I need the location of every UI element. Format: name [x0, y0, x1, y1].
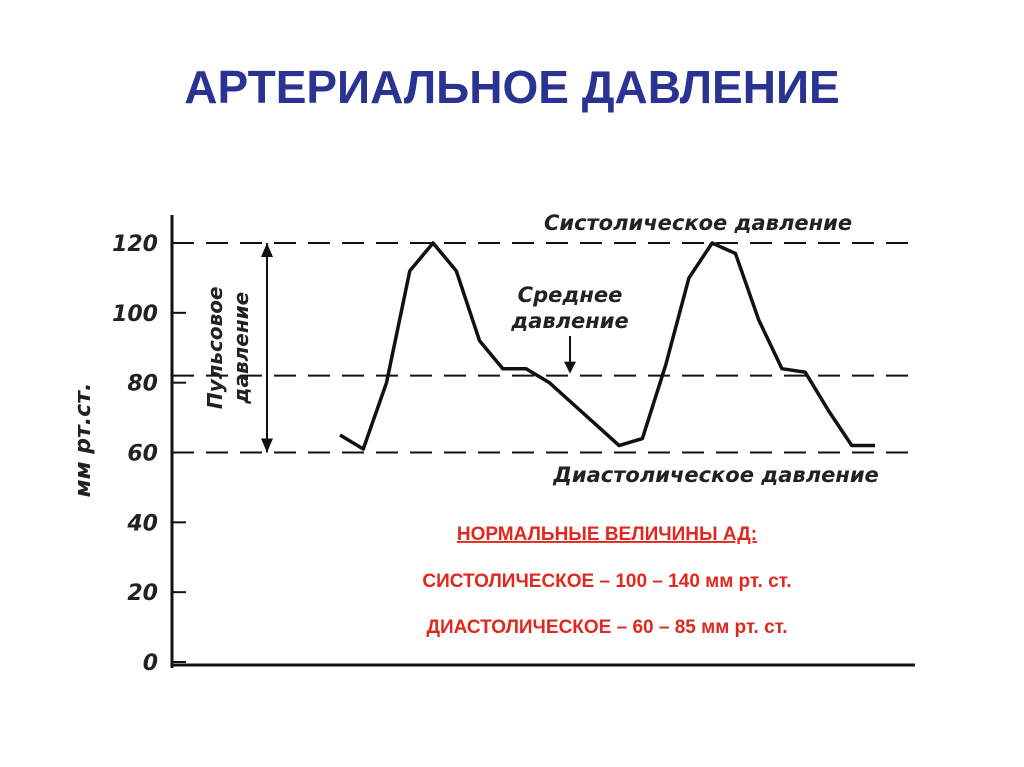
pressure-curve	[339, 241, 875, 451]
y-tick-label: 120	[112, 232, 158, 257]
pulse-label: давление	[229, 292, 253, 405]
reference-label: Диастолическое давление	[552, 463, 879, 487]
y-tick-label: 20	[127, 581, 158, 606]
slide-title: АРТЕРИАЛЬНОЕ ДАВЛЕНИЕ	[184, 61, 839, 113]
y-axis-label: мм рт.ст.	[71, 383, 96, 498]
mean-arrowhead	[564, 361, 576, 374]
y-tick-label: 80	[127, 372, 158, 397]
y-tick-label: 40	[126, 511, 158, 536]
arrowhead	[261, 438, 273, 453]
note-line: ДИАСТОЛИЧЕСКОЕ – 60 – 85 мм рт. ст.	[426, 617, 787, 638]
reference-label: Среднее	[518, 283, 623, 307]
reference-label: давление	[510, 309, 629, 333]
y-tick-label: 100	[112, 302, 158, 327]
y-tick-label: 60	[127, 442, 158, 467]
arrowhead	[261, 243, 273, 257]
note-heading: НОРМАЛЬНЫЕ ВЕЛИЧИНЫ АД:	[457, 524, 757, 545]
y-tick-label: 0	[143, 651, 158, 676]
note-line: СИСТОЛИЧЕСКОЕ – 100 – 140 мм рт. ст.	[422, 571, 791, 592]
reference-label: Систолическое давление	[544, 211, 852, 235]
pulse-label: Пульсовое	[203, 286, 227, 409]
